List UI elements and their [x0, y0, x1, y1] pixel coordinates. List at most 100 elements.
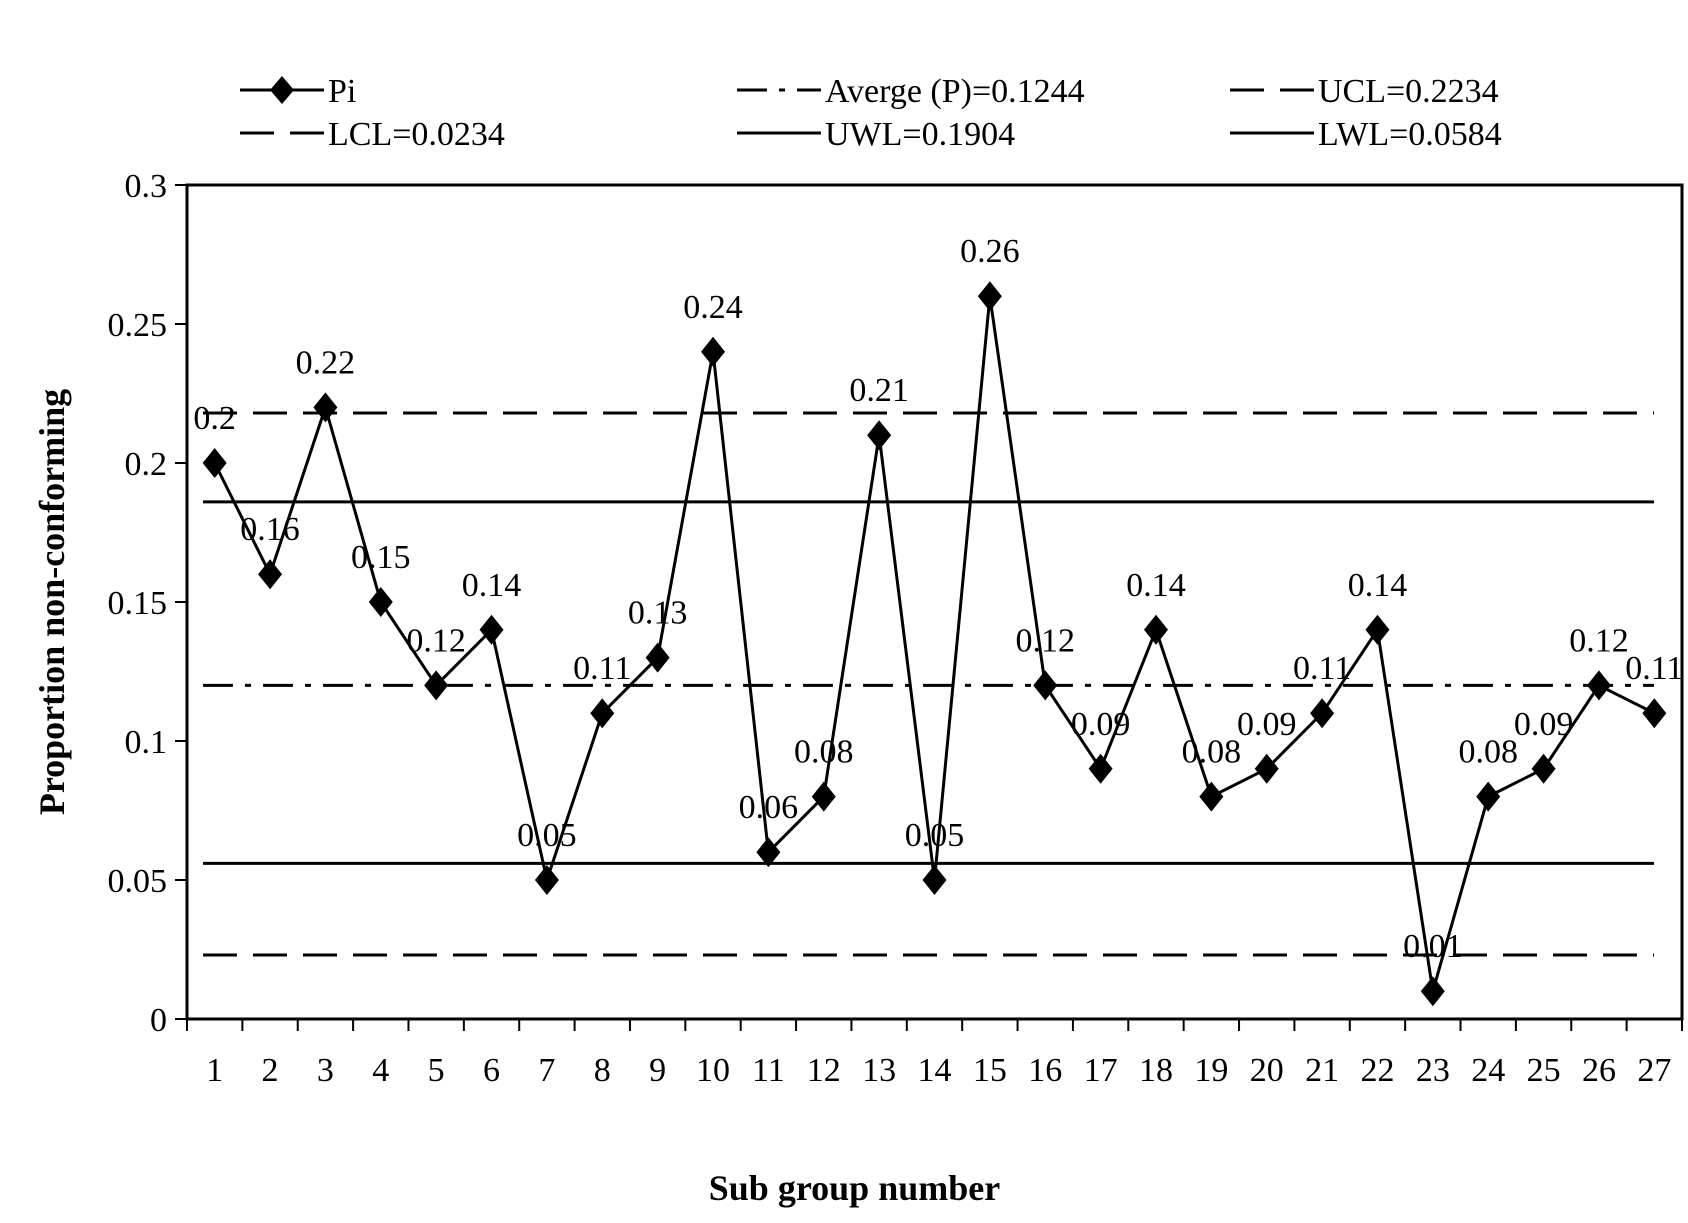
x-tick-label: 17 [1084, 1052, 1118, 1089]
data-label: 0.15 [351, 539, 411, 576]
data-point [1033, 670, 1058, 701]
legend-label: Averge (P)=0.1244 [825, 73, 1085, 110]
data-label: 0.09 [1237, 706, 1297, 743]
data-label: 0.05 [517, 817, 577, 854]
data-label: 0.26 [960, 233, 1020, 270]
x-tick-label: 12 [807, 1052, 841, 1089]
x-tick-label: 10 [696, 1052, 730, 1089]
data-point [1420, 976, 1445, 1007]
legend-label: LWL=0.0584 [1318, 116, 1502, 153]
data-label: 0.08 [794, 734, 854, 771]
data-label: 0.11 [1293, 650, 1351, 687]
legend: Pi Averge (P)=0.1244 UCL=0.2234 LCL=0.0234 U… [240, 73, 1502, 153]
data-point [1586, 670, 1611, 701]
data-point [977, 281, 1002, 312]
x-tick-label: 14 [918, 1052, 952, 1089]
data-point [922, 865, 947, 895]
data-point [811, 781, 836, 812]
x-tick-label: 23 [1416, 1052, 1450, 1089]
data-point [1199, 781, 1224, 812]
data-point [1531, 753, 1556, 784]
data-point [368, 587, 393, 617]
y-axis-title: Proportion non-conforming [32, 389, 72, 815]
x-axis-title: Sub group number [709, 1168, 1000, 1208]
x-tick-label: 1 [206, 1052, 223, 1089]
data-label: 0.16 [240, 511, 300, 548]
data-label: 0.13 [628, 595, 688, 632]
data-point [1642, 698, 1667, 729]
data-label: 0.14 [1126, 567, 1186, 604]
x-tick-label: 13 [862, 1052, 896, 1089]
data-label: 0.24 [683, 289, 743, 326]
legend-label: UWL=0.1904 [825, 116, 1015, 153]
x-tick-label: 21 [1305, 1052, 1339, 1089]
data-point [313, 392, 338, 423]
x-tick-label: 25 [1527, 1052, 1561, 1089]
data-point [867, 420, 892, 451]
data-point [202, 448, 227, 478]
y-tick-label: 0.25 [108, 307, 168, 344]
series-pi: 0.2 0.16 0.22 0.15 0.12 0.14 0.05 0.11 0.13 0.24 0… [193, 233, 1683, 1007]
x-tick-label: 7 [538, 1052, 555, 1089]
x-tick-label: 16 [1028, 1052, 1062, 1089]
data-point [645, 642, 670, 673]
data-point [756, 837, 781, 868]
x-tick-label: 22 [1360, 1052, 1394, 1089]
data-label: 0.11 [573, 650, 631, 687]
data-label: 0.05 [905, 817, 965, 854]
data-point [1254, 753, 1279, 784]
data-label: 0.2 [193, 400, 236, 437]
data-label: 0.14 [1348, 567, 1408, 604]
data-label: 0.22 [296, 344, 356, 381]
x-tick-label: 26 [1582, 1052, 1616, 1089]
data-point [590, 698, 615, 729]
y-tick-label: 0.3 [125, 168, 168, 205]
data-label: 0.09 [1514, 706, 1574, 743]
data-point [701, 336, 726, 367]
x-tick-label: 4 [372, 1052, 389, 1089]
data-point [1088, 753, 1113, 784]
x-tick-label: 27 [1637, 1052, 1671, 1089]
data-point [1310, 698, 1335, 729]
legend-label: Pi [328, 73, 356, 110]
data-label: 0.08 [1458, 734, 1518, 771]
y-tick-label: 0.1 [125, 724, 168, 761]
data-point [479, 614, 504, 645]
axes: 1 2 3 4 5 6 7 8 9 10 11 12 13 14 15 16 17 18 19 20 21 22 23 24 2… [108, 168, 1684, 1089]
data-label: 0.21 [849, 372, 909, 409]
data-label: 0.12 [1015, 622, 1075, 659]
x-tick-label: 9 [649, 1052, 666, 1089]
x-tick-label: 18 [1139, 1052, 1173, 1089]
y-tick-label: 0.05 [108, 863, 168, 900]
x-tick-label: 20 [1250, 1052, 1284, 1089]
legend-label: LCL=0.0234 [328, 116, 505, 153]
x-tick-label: 5 [428, 1052, 445, 1089]
data-label: 0.06 [739, 789, 799, 826]
x-tick-label: 2 [262, 1052, 279, 1089]
data-label: 0.08 [1182, 734, 1242, 771]
data-point [1143, 614, 1168, 645]
y-tick-label: 0.15 [108, 585, 168, 622]
data-point [258, 559, 283, 590]
data-point [1365, 614, 1390, 645]
x-tick-label: 8 [594, 1052, 611, 1089]
data-point [534, 865, 559, 895]
x-tick-label: 3 [317, 1052, 334, 1089]
data-label: 0.12 [406, 622, 466, 659]
x-tick-label: 11 [752, 1052, 785, 1089]
data-label: 0.01 [1403, 928, 1463, 965]
x-tick-label: 15 [973, 1052, 1007, 1089]
data-point [424, 670, 449, 701]
y-tick-label: 0.2 [125, 446, 168, 483]
x-tick-label: 6 [483, 1052, 500, 1089]
data-point [1476, 781, 1501, 812]
legend-marker [270, 76, 294, 104]
data-label: 0.12 [1569, 622, 1629, 659]
y-tick-label: 0 [150, 1002, 167, 1039]
x-tick-label: 24 [1471, 1052, 1505, 1089]
x-tick-label: 19 [1194, 1052, 1228, 1089]
data-label: 0.09 [1071, 706, 1131, 743]
legend-label: UCL=0.2234 [1318, 73, 1499, 110]
data-label: 0.14 [462, 567, 522, 604]
